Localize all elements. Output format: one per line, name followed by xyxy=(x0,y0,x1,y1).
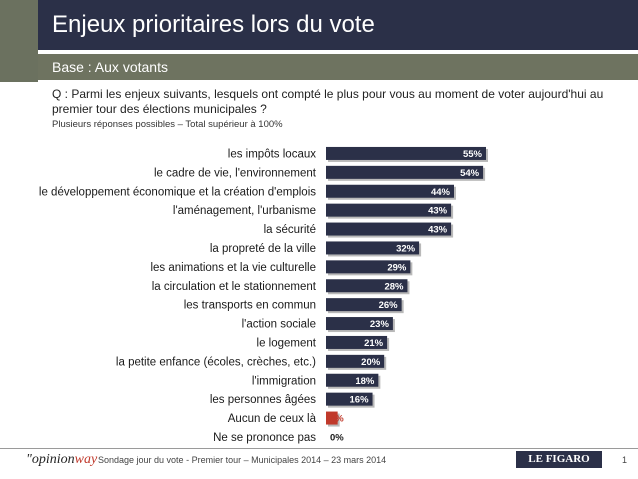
question-note: Plusieurs réponses possibles – Total sup… xyxy=(52,119,283,130)
bar xyxy=(326,335,388,349)
category-label: les personnes âgées xyxy=(210,394,316,406)
category-label: le logement xyxy=(257,337,317,349)
value-label: 18% xyxy=(355,376,375,387)
value-label: 26% xyxy=(379,300,399,311)
category-label: l'action sociale xyxy=(242,319,316,331)
category-label: le cadre de vie, l'environnement xyxy=(154,167,317,179)
value-label: 4% xyxy=(330,414,344,425)
le-figaro-logo: LE FIGARO xyxy=(516,451,602,468)
footer-divider xyxy=(0,448,638,449)
category-label: les animations et la vie culturelle xyxy=(150,262,316,274)
category-label: Aucun de ceux là xyxy=(228,413,317,425)
category-label: les impôts locaux xyxy=(228,148,316,160)
bar xyxy=(326,411,338,425)
bar xyxy=(326,241,420,255)
logo-opinion: opinion xyxy=(31,452,75,467)
category-label: l'immigration xyxy=(252,375,316,387)
opinionway-logo: "opinionway xyxy=(26,452,97,468)
bar xyxy=(326,222,452,236)
bar-chart: les impôts locaux 55% le cadre de vie, l'e… xyxy=(39,146,488,444)
bar xyxy=(326,392,373,406)
bar xyxy=(326,260,411,274)
bar xyxy=(326,184,454,198)
category-label: le développement économique et la créati… xyxy=(39,186,316,198)
category-label: les transports en commun xyxy=(184,300,316,312)
value-label: 20% xyxy=(361,357,381,368)
bar xyxy=(326,146,486,160)
question-text: Q : Parmi les enjeux suivants, lesquels … xyxy=(52,87,604,116)
bar xyxy=(326,373,379,387)
footer-source: Sondage jour du vote - Premier tour – Mu… xyxy=(98,455,387,465)
category-label: la propreté de la ville xyxy=(210,243,316,255)
bar xyxy=(326,203,452,217)
page-title: Enjeux prioritaires lors du vote xyxy=(38,0,638,50)
value-label: 55% xyxy=(463,149,483,160)
value-label: 54% xyxy=(460,168,480,179)
value-label: 43% xyxy=(428,225,448,236)
bar xyxy=(326,165,484,179)
base-label: Base : Aux votants xyxy=(38,54,638,80)
value-label: 21% xyxy=(364,338,384,349)
bar xyxy=(326,279,408,293)
logo-way: way xyxy=(74,452,98,467)
category-label: la sécurité xyxy=(264,224,316,236)
bar xyxy=(326,317,393,331)
value-label: 44% xyxy=(431,187,451,198)
bar xyxy=(326,354,385,368)
value-label: 28% xyxy=(384,281,404,292)
category-label: la circulation et le stationnement xyxy=(152,281,317,293)
category-label: Ne se prononce pas xyxy=(213,432,316,444)
bar xyxy=(326,298,402,312)
value-label: 43% xyxy=(428,206,448,217)
value-label: 29% xyxy=(387,262,407,273)
value-label: 32% xyxy=(396,243,416,254)
value-label: 23% xyxy=(370,319,390,330)
category-label: l'aménagement, l'urbanisme xyxy=(173,205,316,217)
left-decor-strip xyxy=(0,0,38,82)
logo-quote: " xyxy=(26,452,32,467)
category-label: la petite enfance (écoles, crèches, etc.… xyxy=(116,356,316,368)
page-number: 1 xyxy=(622,455,628,465)
value-label: 0% xyxy=(330,432,344,443)
value-label: 16% xyxy=(350,395,370,406)
